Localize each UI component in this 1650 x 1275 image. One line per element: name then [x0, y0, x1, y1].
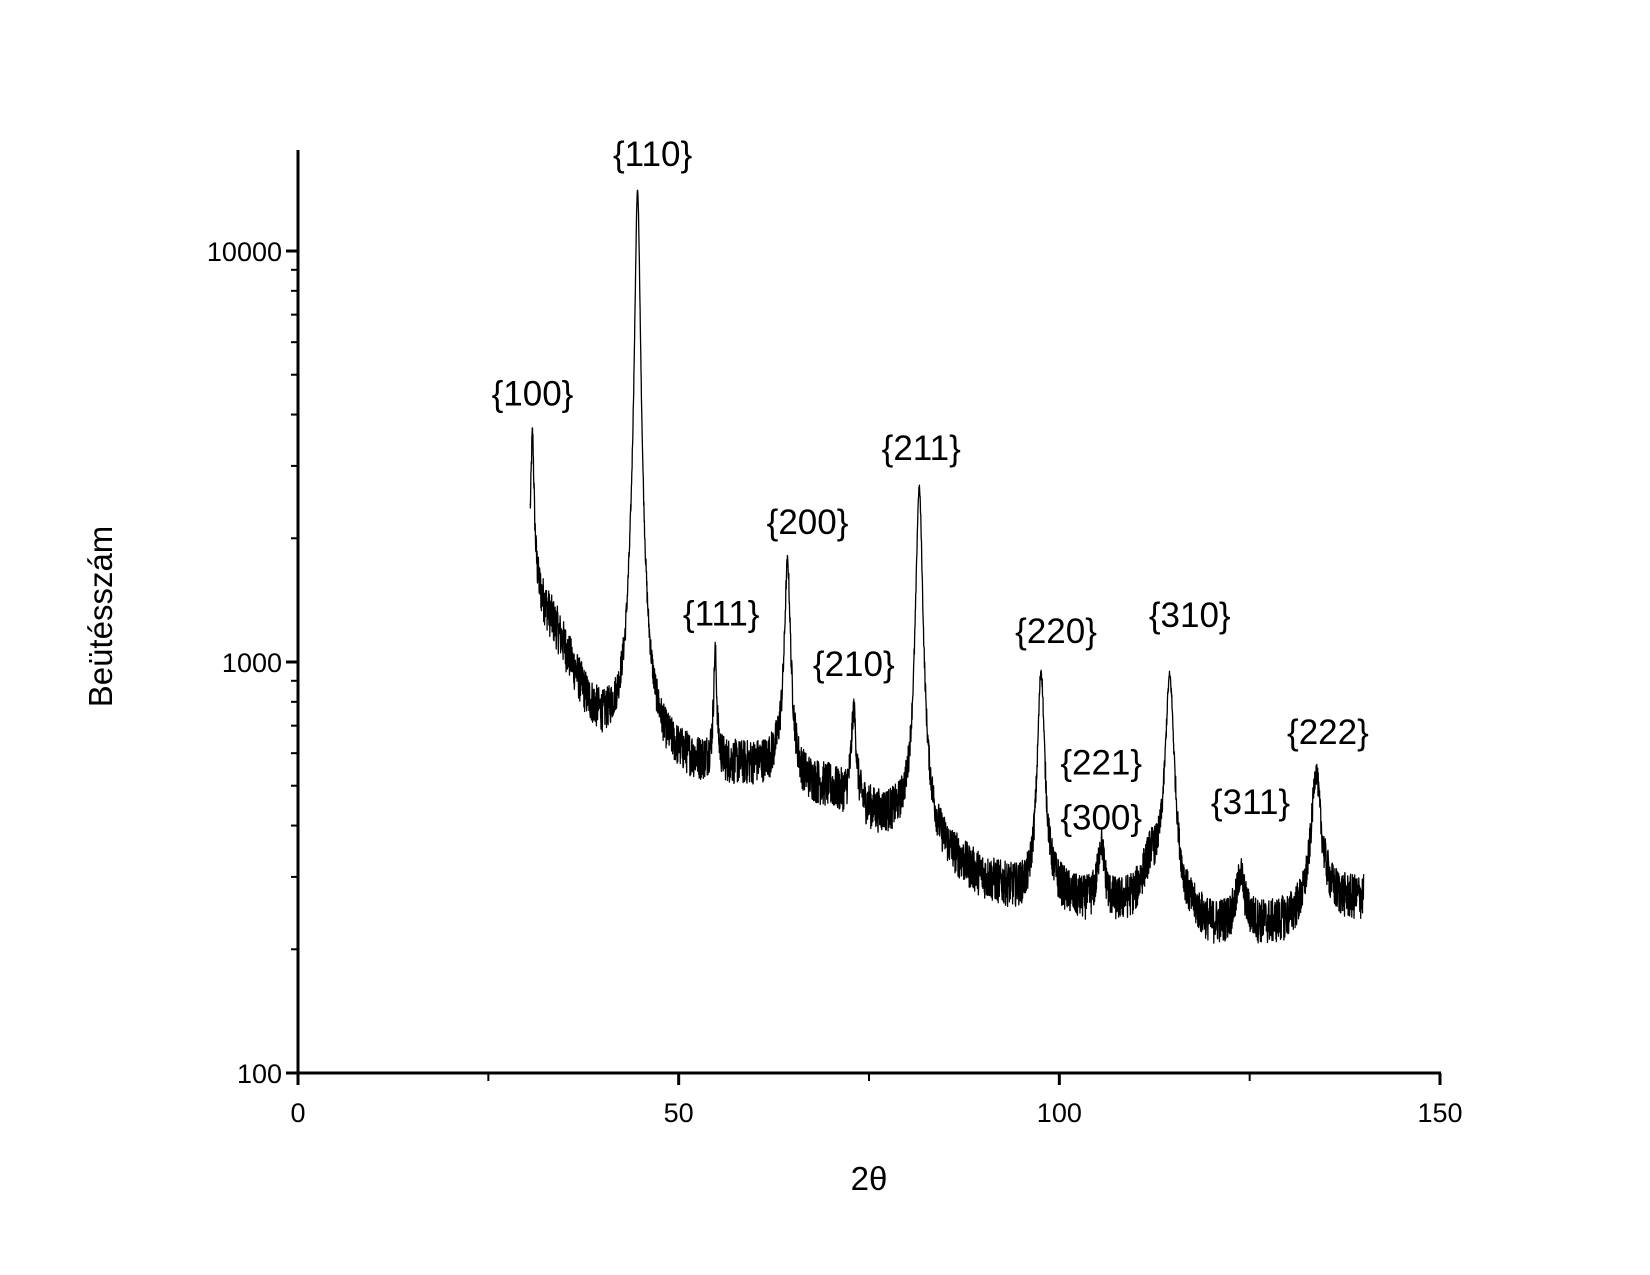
y-tick-label: 100	[237, 1059, 282, 1089]
x-tick-label: 150	[1417, 1098, 1462, 1128]
x-tick-label: 100	[1037, 1098, 1082, 1128]
peak-label: {310}	[1149, 596, 1231, 635]
x-tick-label: 50	[664, 1098, 694, 1128]
peak-label: {111}	[683, 594, 760, 633]
x-tick-label: 0	[290, 1098, 305, 1128]
peak-labels: {100} {110} {111} {200} {210} {211} {220} {221}…	[492, 135, 1369, 837]
peak-label: {222}	[1287, 713, 1369, 752]
peak-label: {200}	[767, 503, 849, 542]
y-tick-label: 10000	[207, 237, 282, 267]
peak-label: {210}	[813, 645, 895, 684]
y-axis-title: Beütésszám	[82, 526, 119, 708]
ticks: 0 50 100 150 100 1000 10000	[207, 237, 1463, 1128]
peak-label: {100}	[492, 374, 574, 413]
peak-label: {300}	[1060, 798, 1142, 837]
y-tick-label: 1000	[222, 648, 282, 678]
peak-label: {220}	[1015, 612, 1097, 651]
plot-area	[529, 189, 1365, 944]
peak-label: {221}	[1060, 743, 1142, 782]
peak-label: {311}	[1211, 783, 1290, 822]
series-line	[529, 189, 1365, 944]
peak-label: {211}	[882, 429, 961, 468]
x-axis-title: 2θ	[851, 1160, 888, 1197]
peak-label: {110}	[613, 135, 692, 174]
